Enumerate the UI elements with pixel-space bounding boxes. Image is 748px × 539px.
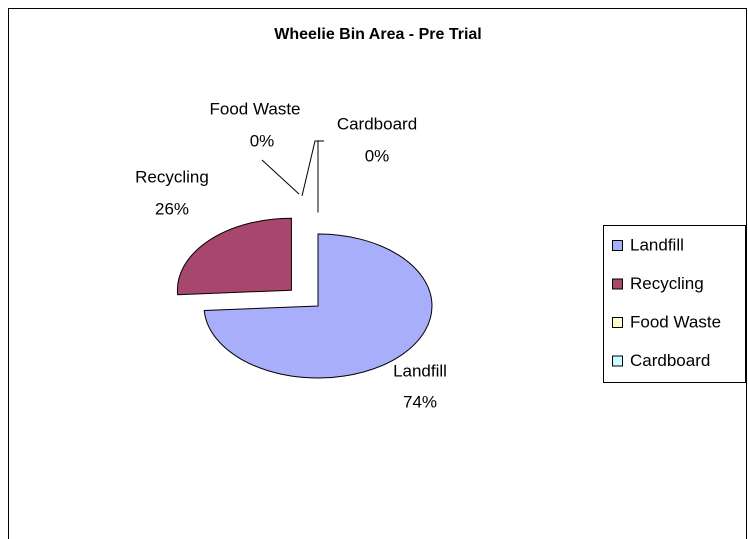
- legend-label: Landfill: [630, 235, 684, 254]
- pie-slice: [203, 233, 433, 379]
- legend-label: Food Waste: [630, 312, 721, 331]
- legend-box: [603, 225, 746, 383]
- leader-line: [301, 140, 324, 197]
- slice-label: Landfill: [393, 361, 447, 380]
- leader-line: [261, 159, 300, 195]
- legend-swatch: [612, 240, 623, 251]
- legend-swatch: [612, 278, 623, 290]
- chart-title: Wheelie Bin Area - Pre Trial: [274, 26, 481, 43]
- slice-value-label: 74%: [403, 392, 437, 411]
- slice-value-label: 0%: [250, 131, 275, 150]
- slice-value-label: 0%: [365, 146, 390, 165]
- legend-label: Cardboard: [630, 351, 710, 370]
- slice-label: Recycling: [135, 167, 209, 186]
- slice-label: Food Waste: [209, 99, 300, 118]
- legend-swatch: [612, 317, 623, 328]
- legend-label: Recycling: [630, 274, 704, 293]
- slice-label: Cardboard: [337, 114, 417, 133]
- slice-value-label: 26%: [155, 199, 189, 218]
- pie-slice: [176, 217, 292, 296]
- legend-swatch: [612, 355, 623, 367]
